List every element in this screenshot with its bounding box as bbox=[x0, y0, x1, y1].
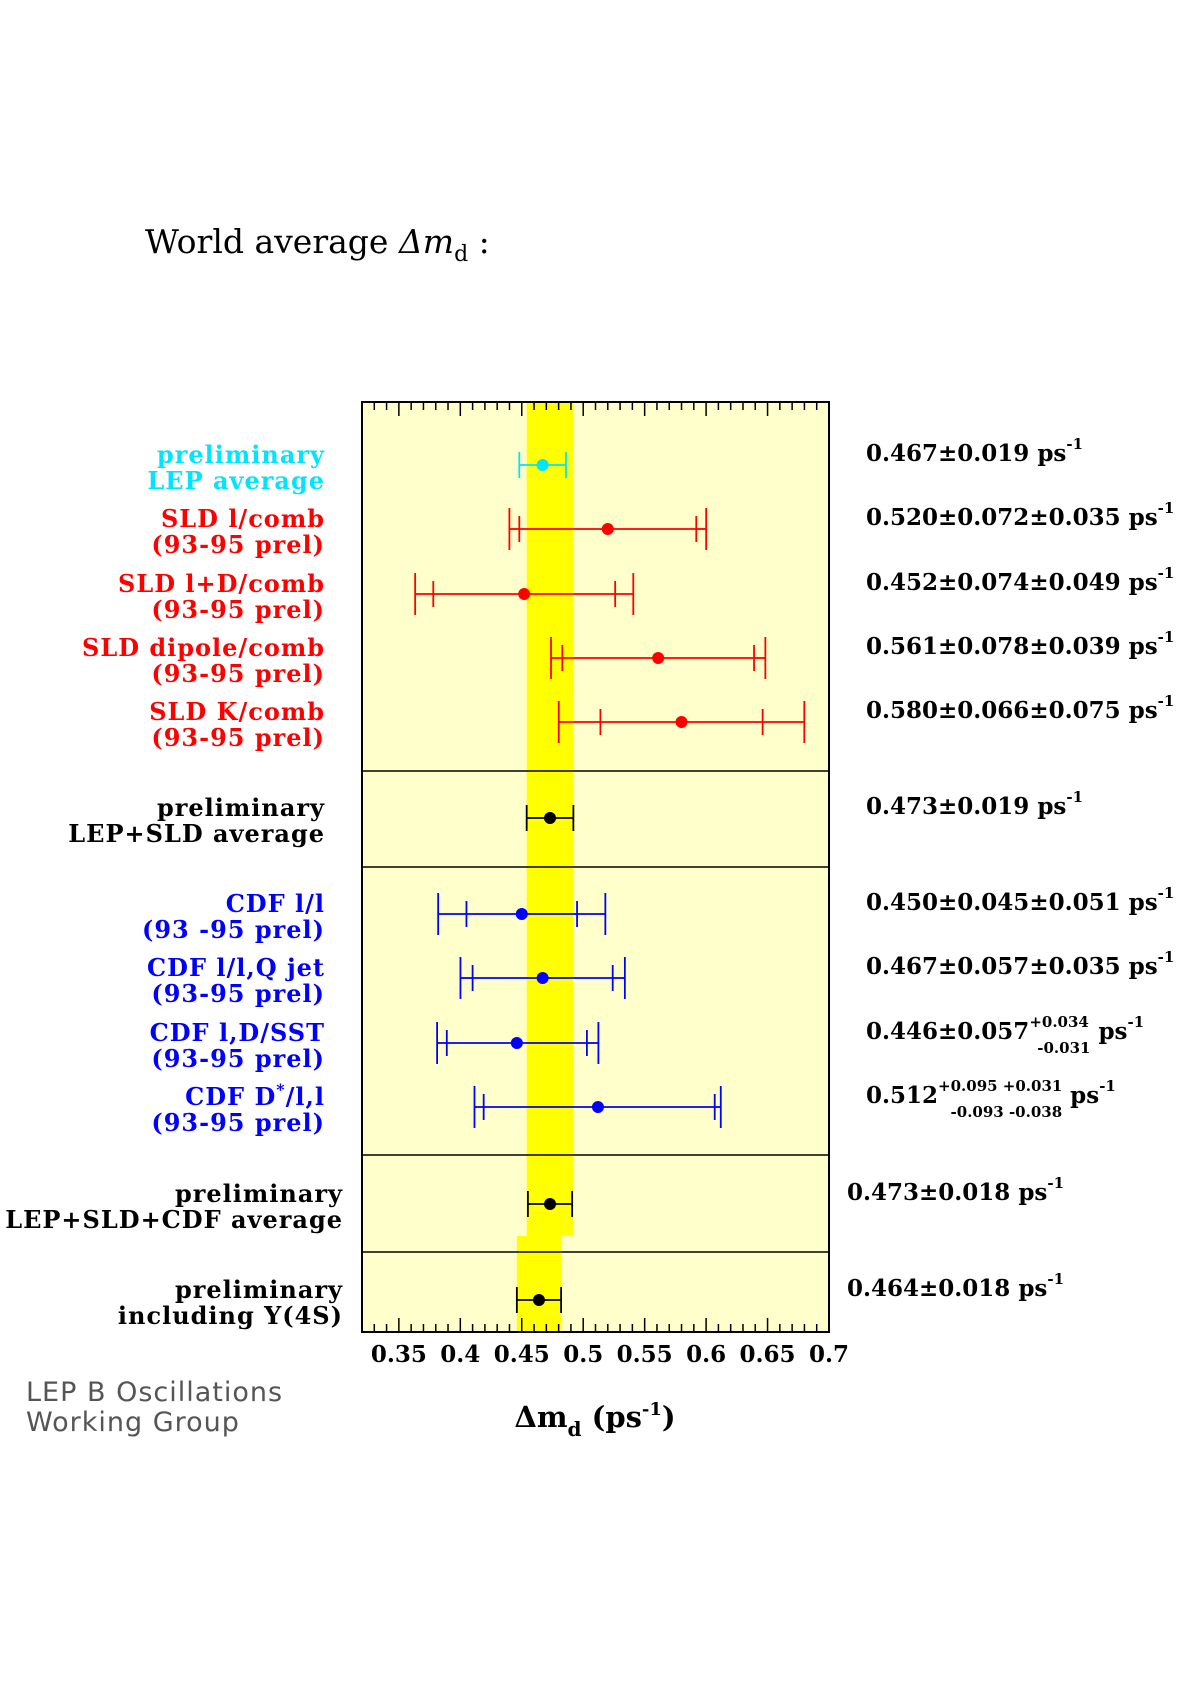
measurement-label: (93-95 prel) bbox=[151, 530, 325, 559]
measurement-row: CDF l,D/SST(93-95 prel) 0.446±0.057+0.034… bbox=[150, 1013, 1145, 1073]
measurement-result: 0.464±0.018 ps-1 bbox=[847, 1270, 1064, 1302]
x-tick-label: 0.7 bbox=[809, 1341, 849, 1368]
measurement-label: preliminary bbox=[157, 793, 325, 822]
x-tick-label: 0.6 bbox=[686, 1341, 726, 1368]
title-symbol: Δm bbox=[398, 222, 455, 261]
measurement-row: SLD dipole/comb(93-95 prel) 0.561±0.078±0… bbox=[82, 628, 1174, 688]
title-suffix: : bbox=[468, 222, 490, 261]
data-point bbox=[544, 1198, 557, 1210]
measurement-label: SLD K/comb bbox=[149, 697, 325, 726]
measurement-row: SLD K/comb(93-95 prel) 0.580±0.066±0.075 … bbox=[149, 692, 1174, 752]
measurement-label: preliminary bbox=[157, 440, 325, 469]
measurement-result: 0.520±0.072±0.035 ps-1 bbox=[866, 499, 1174, 531]
x-tick-label: 0.4 bbox=[440, 1341, 480, 1368]
data-point bbox=[515, 908, 528, 920]
average-band-y4s bbox=[516, 1236, 562, 1332]
measurement-label: CDF D*/l,l bbox=[185, 1080, 325, 1111]
group-credit-line1: LEP B Oscillations bbox=[26, 1377, 284, 1408]
data-point bbox=[536, 972, 549, 984]
measurement-label: SLD l+D/comb bbox=[118, 569, 325, 598]
measurement-label: (93-95 prel) bbox=[151, 659, 325, 688]
title-subscript: d bbox=[454, 242, 469, 267]
data-point bbox=[510, 1037, 523, 1049]
measurement-result: 0.467±0.057±0.035 ps-1 bbox=[866, 948, 1174, 980]
measurement-label: (93-95 prel) bbox=[151, 1044, 325, 1073]
x-tick-label: 0.65 bbox=[740, 1341, 796, 1368]
measurement-result: 0.467±0.019 ps-1 bbox=[866, 435, 1083, 467]
group-credit: LEP B Oscillations Working Group bbox=[26, 1378, 283, 1438]
measurement-label: CDF l/l bbox=[226, 889, 325, 918]
data-point bbox=[601, 523, 614, 535]
measurement-label: LEP+SLD average bbox=[68, 819, 325, 848]
measurement-label: preliminary bbox=[175, 1179, 343, 1208]
x-tick-label: 0.55 bbox=[617, 1341, 673, 1368]
data-point bbox=[518, 588, 531, 600]
measurement-row: CDF l/l,Q jet(93-95 prel) 0.467±0.057±0.0… bbox=[147, 948, 1174, 1008]
x-tick-label: 0.45 bbox=[494, 1341, 550, 1368]
measurement-row: CDF D*/l,l(93-95 prel) 0.512+0.095 +0.031… bbox=[151, 1077, 1116, 1137]
measurement-row: CDF l/l(93 -95 prel) 0.450±0.045±0.051 ps… bbox=[142, 884, 1174, 944]
measurement-label: LEP average bbox=[147, 466, 325, 495]
data-point bbox=[532, 1294, 545, 1306]
data-point bbox=[591, 1101, 604, 1113]
data-point bbox=[544, 812, 557, 824]
measurement-label: LEP+SLD+CDF average bbox=[5, 1205, 343, 1234]
data-point bbox=[652, 652, 665, 664]
measurement-result: 0.561±0.078±0.039 ps-1 bbox=[866, 628, 1174, 660]
measurement-label: CDF l/l,Q jet bbox=[147, 953, 325, 982]
measurement-result: 0.446±0.057+0.034 -0.031 ps-1 bbox=[866, 1013, 1144, 1057]
measurement-label: (93-95 prel) bbox=[151, 595, 325, 624]
measurement-label: SLD dipole/comb bbox=[82, 633, 325, 662]
measurement-label: (93-95 prel) bbox=[151, 723, 325, 752]
measurement-result: 0.580±0.066±0.075 ps-1 bbox=[866, 692, 1174, 724]
measurement-label: preliminary bbox=[175, 1275, 343, 1304]
measurement-result: 0.512+0.095 +0.031 -0.093 -0.038 ps-1 bbox=[866, 1077, 1116, 1121]
measurement-row: SLD l+D/comb(93-95 prel) 0.452±0.074±0.04… bbox=[118, 564, 1174, 624]
title-prefix: World average bbox=[145, 222, 399, 261]
x-tick-label: 0.35 bbox=[371, 1341, 427, 1368]
x-tick-label: 0.5 bbox=[563, 1341, 603, 1368]
measurement-result: 0.473±0.019 ps-1 bbox=[866, 788, 1083, 820]
data-point bbox=[536, 459, 549, 471]
page-title: World average Δmd : bbox=[145, 222, 490, 267]
group-credit-line2: Working Group bbox=[26, 1407, 240, 1438]
measurement-label: (93-95 prel) bbox=[151, 1108, 325, 1137]
data-point bbox=[675, 716, 688, 728]
measurement-result: 0.450±0.045±0.051 ps-1 bbox=[866, 884, 1174, 916]
measurement-label: CDF l,D/SST bbox=[150, 1018, 325, 1047]
measurement-result: 0.452±0.074±0.049 ps-1 bbox=[866, 564, 1174, 596]
measurement-label: (93 -95 prel) bbox=[142, 915, 325, 944]
measurement-label: including Y(4S) bbox=[118, 1301, 343, 1330]
x-axis-label: Δmd (ps-1) bbox=[514, 1399, 675, 1441]
measurement-result: 0.473±0.018 ps-1 bbox=[847, 1174, 1064, 1206]
measurement-label: (93-95 prel) bbox=[151, 979, 325, 1008]
measurement-label: SLD l/comb bbox=[161, 504, 325, 533]
measurement-row: SLD l/comb(93-95 prel) 0.520±0.072±0.035 … bbox=[151, 499, 1174, 559]
